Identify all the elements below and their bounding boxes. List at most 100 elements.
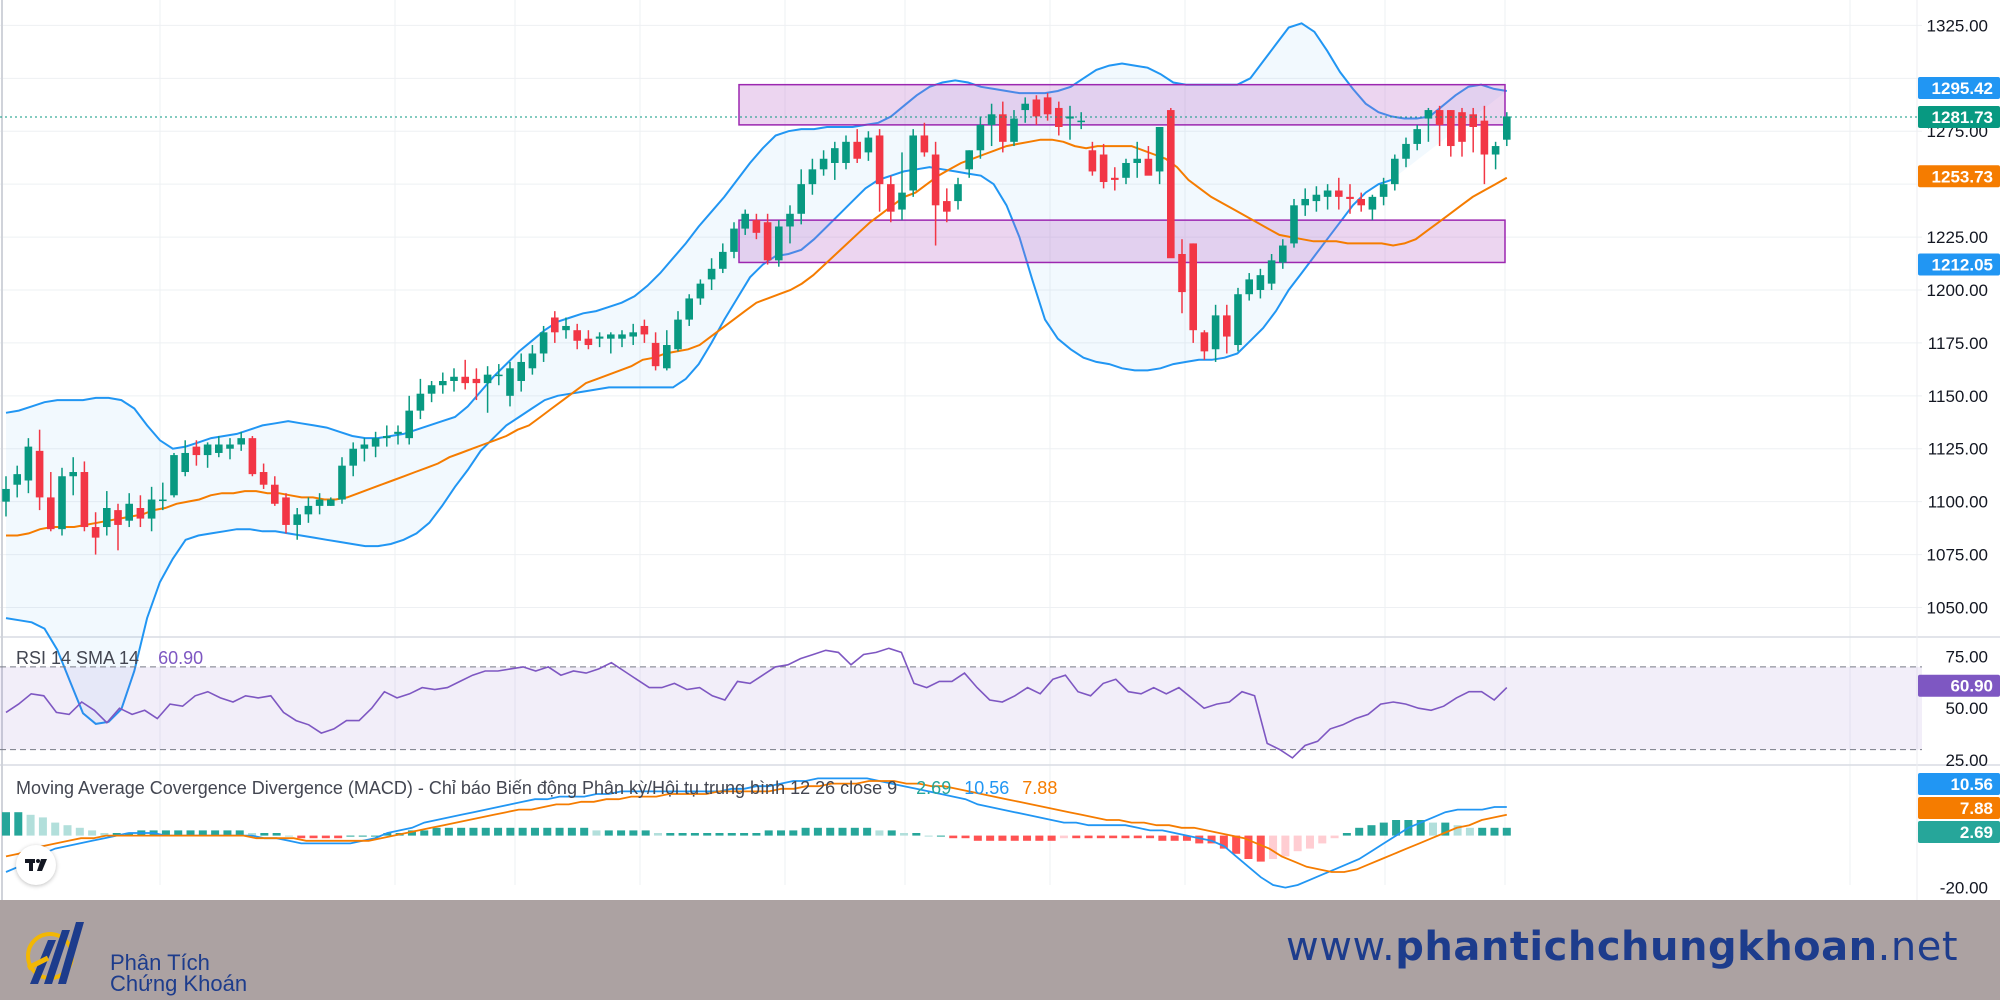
candle-body [909,135,917,191]
candle-body [808,169,817,185]
macd-histogram-bar [1170,835,1179,841]
candle-body [1290,205,1298,244]
candle-body [775,226,783,261]
candle [607,332,615,354]
macd-histogram-bar [297,835,306,839]
candle-body [1335,190,1343,197]
candle [237,431,245,451]
candle-body [371,438,380,447]
candle-body [13,474,21,485]
candle [1503,112,1511,147]
price-badge [1918,105,2000,128]
price-tick-label: 1225.00 [1927,228,1988,247]
candle [573,323,581,350]
macd-badge-label: 10.56 [1950,775,1993,794]
price-chart[interactable]: 1325.001275.001225.001200.001175.001150.… [0,0,2000,900]
candle-body [730,228,738,252]
candle [472,368,481,401]
candle-body [1189,243,1197,331]
candle [1021,97,1029,123]
candle-body [47,497,55,530]
candle-body [674,319,682,350]
candle [293,508,301,540]
candle-body [1010,118,1018,142]
macd-legend[interactable]: Moving Average Covergence Divergence (MA… [16,778,1057,799]
candle-body [987,114,996,125]
candle [651,332,660,371]
candle-body [237,438,245,445]
candle [58,467,66,536]
candle [786,205,794,244]
macd-histogram-bar [161,830,170,836]
candle [271,476,279,506]
macd-histogram-bar [1502,827,1511,836]
macd-histogram-bar [813,827,822,836]
candle-body [103,508,111,528]
macd-histogram-bar [998,835,1007,841]
macd-histogram-bar [309,835,318,839]
macd-histogram-bar [469,827,478,836]
candle [103,491,111,536]
candle [327,497,335,506]
macd-histogram-bar [1146,835,1155,839]
candle [35,429,44,511]
candle [1055,101,1063,136]
candle [875,129,884,212]
price-tick-label: 1325.00 [1927,16,1988,35]
candle [1346,184,1354,214]
candle-body [2,488,10,502]
candle [360,438,369,462]
tradingview-logo[interactable] [16,845,56,885]
candle-body [1424,110,1433,119]
candle-body [976,124,985,151]
candle [943,188,951,223]
candle [898,152,906,221]
candle-body [1122,162,1130,178]
candle [931,141,940,246]
candle-body [349,448,357,466]
macd-histogram-bar [14,812,23,836]
macd-histogram-bar [506,827,515,836]
macd-histogram-bar [186,830,195,836]
macd-histogram-bar [1318,835,1327,844]
candle [999,101,1007,153]
candle-body [383,436,391,439]
candle-body [1088,150,1097,172]
candle-body [1357,198,1365,206]
macd-histogram-bar [924,835,933,837]
macd-badge-label: 7.88 [1960,799,1993,818]
candle [528,345,537,375]
candle [159,482,167,511]
candle [1435,105,1444,147]
candle-body [741,213,749,229]
macd-histogram-bar [690,833,699,836]
candle [629,323,637,346]
macd-histogram-bar [863,827,872,836]
macd-histogram-bar [112,833,121,836]
candle-body [1223,315,1231,337]
rsi-badge-label: 60.90 [1950,677,1993,696]
macd-histogram-bar [284,835,293,837]
candle-body [965,150,973,170]
macd-histogram-bar [973,835,982,841]
macd-histogram-bar [38,817,47,836]
candle-body [1279,245,1287,263]
candle-body [763,222,772,261]
candle [763,213,772,265]
footer-banner: Phân Tích Chứng Khoán www.phantichchungk… [0,900,2000,1000]
candle-body [595,336,604,339]
website-url[interactable]: www.phantichchungkhoan.net [1286,924,1958,970]
macd-histogram-bar [1355,827,1364,836]
rsi-legend[interactable]: RSI 14 SMA 14 60.90 [16,648,203,669]
candle-body [831,148,839,163]
candle-body [416,393,425,411]
macd-histogram-bar [629,830,638,836]
candle [562,317,570,339]
macd-histogram-bar [678,833,687,836]
macd-tick-label: -20.00 [1940,879,1988,898]
candle-body [360,444,369,449]
macd-histogram-bar [838,827,847,836]
macd-histogram-bar [334,835,343,839]
price-badge-label: 1253.73 [1932,167,1993,186]
candle-body [1413,129,1421,144]
